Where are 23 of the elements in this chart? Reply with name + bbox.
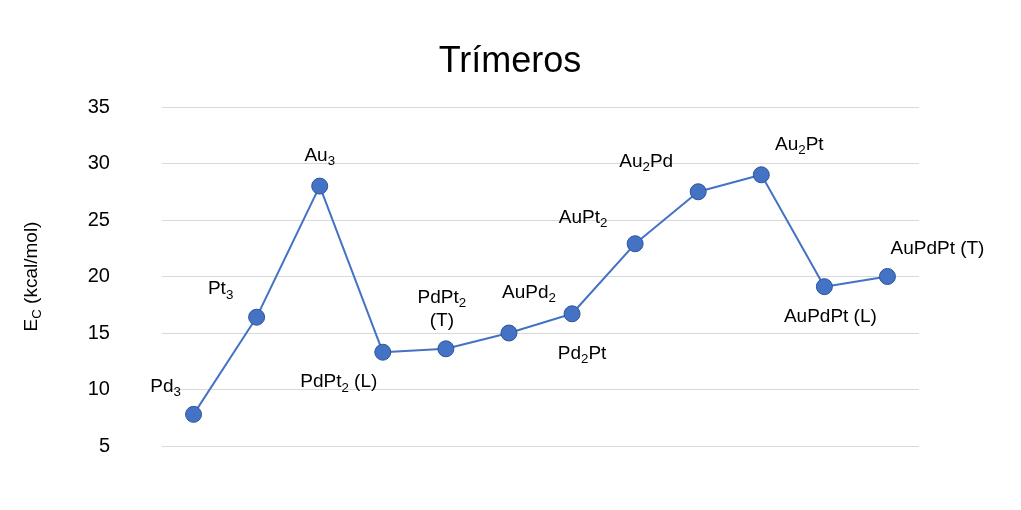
y-tick-label: 15 bbox=[87, 320, 110, 343]
point bbox=[500, 324, 518, 342]
point bbox=[437, 340, 455, 358]
y-tick-label: 35 bbox=[87, 94, 110, 117]
point bbox=[689, 183, 707, 201]
y-tick-label: 25 bbox=[87, 207, 110, 230]
point bbox=[563, 305, 581, 323]
point bbox=[626, 235, 644, 253]
y-tick-label: 30 bbox=[87, 151, 110, 174]
y-tick-label: 10 bbox=[87, 377, 110, 400]
point bbox=[185, 405, 203, 423]
point bbox=[248, 308, 266, 326]
annotation: AuPdPt (T) bbox=[890, 236, 985, 258]
point bbox=[752, 166, 770, 184]
point bbox=[815, 278, 833, 296]
chart-title: Trímeros bbox=[438, 38, 582, 80]
point bbox=[311, 177, 329, 195]
point bbox=[878, 268, 896, 285]
y-axis-title: EC (kcal/mol) bbox=[20, 221, 45, 332]
point bbox=[374, 343, 392, 361]
y-tick-label: 5 bbox=[98, 433, 110, 456]
annotation: AuPdPt (L) bbox=[783, 304, 877, 326]
y-tick-label: 20 bbox=[87, 264, 110, 287]
